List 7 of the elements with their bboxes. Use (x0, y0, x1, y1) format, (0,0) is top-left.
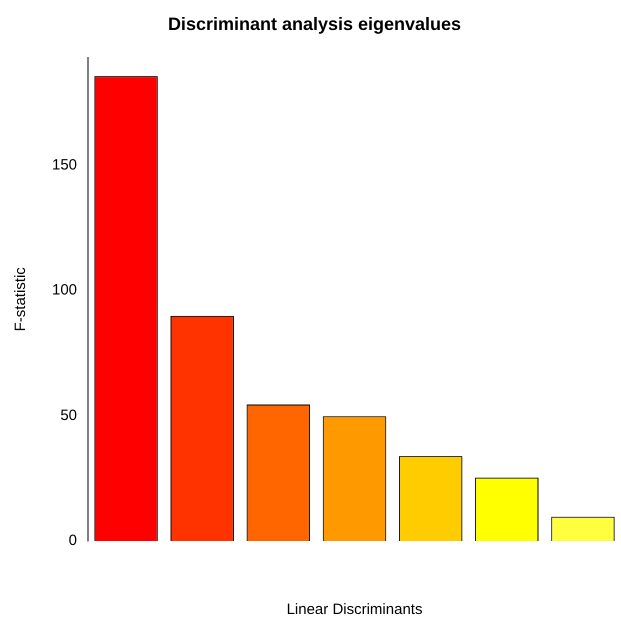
y-tick-label: 150 (52, 156, 78, 174)
y-axis-title: F-statistic (12, 266, 30, 332)
y-tick-label: 0 (68, 532, 78, 550)
chart-title: Discriminant analysis eigenvalues (168, 14, 462, 34)
y-tick-label: 50 (60, 406, 78, 424)
x-axis-title: Linear Discriminants (286, 601, 422, 618)
y-tick-label: 100 (52, 282, 78, 299)
